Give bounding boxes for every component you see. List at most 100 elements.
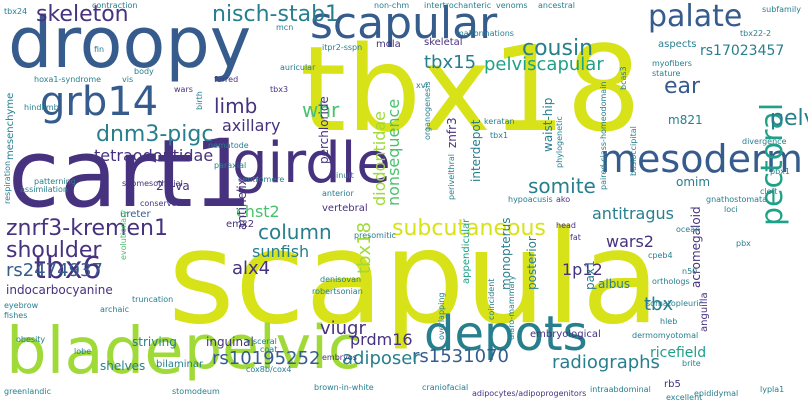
word-tbx1: tbx1	[490, 131, 509, 140]
word-vertebral: vertebral	[322, 203, 368, 214]
word-venoms: venoms	[496, 1, 528, 10]
word-non-chm: non-chm	[374, 1, 410, 10]
word-brown-in-white: brown-in-white	[314, 383, 374, 392]
word-bilaminar: bilaminar	[156, 359, 204, 370]
word-intraabdominal: intraabdominal	[590, 385, 651, 394]
word-body: body	[134, 67, 154, 76]
word-scapula: scapula	[168, 204, 660, 353]
word-truncation: truncation	[132, 295, 174, 304]
word-waist-hip: waist-hip	[541, 97, 555, 152]
word-20-va: 20-va	[156, 179, 190, 193]
word-ocean: ocean	[676, 225, 701, 234]
word-albus: albus	[598, 277, 631, 291]
word-mesoderm: mesoderm	[600, 137, 803, 181]
word-organogenesis: organogenesis	[423, 81, 432, 140]
word-m821: m821	[668, 113, 703, 127]
word-craniofacial: craniofacial	[422, 383, 469, 392]
word-auricular: auricular	[280, 63, 316, 72]
word-lobe: lobe	[74, 347, 92, 356]
word-nisch-stab1: nisch-stab1	[212, 2, 340, 27]
word-ancestral: ancestral	[538, 1, 576, 10]
word-archaic: archaic	[100, 305, 130, 314]
word-subcutaneous: subcutaneous	[392, 216, 546, 241]
word-hypoacusis: hypoacusis	[508, 195, 553, 204]
word-ear: ear	[664, 74, 701, 99]
word-evolutionary: evolutionary	[119, 209, 128, 260]
word-n50: n50	[682, 267, 698, 276]
word-coat: coat	[260, 345, 278, 354]
word-fin: fin	[94, 45, 105, 54]
word-emx2: emx2	[226, 219, 255, 230]
word-malformations: malformations	[456, 29, 514, 38]
word-excellent: excellent	[666, 393, 703, 402]
word-ularo-mammary: ularo-mammary	[507, 275, 516, 340]
word-fat: fat	[570, 233, 581, 242]
word-obesity: obesity	[16, 335, 46, 344]
word-pbx: pbx	[736, 239, 751, 248]
word-pelvis: pelvis	[770, 106, 808, 131]
word-sunfish: sunfish	[252, 242, 310, 261]
word-respiration: respiration	[3, 160, 12, 204]
word-tbx3: tbx3	[270, 85, 289, 94]
word-tbx22-2: tbx22-2	[740, 29, 772, 38]
word-submesothelial: submesothelial	[122, 179, 183, 188]
word-paraxial: paraxial	[214, 161, 247, 170]
word-embryos: embryos	[322, 353, 357, 362]
word-interdepot: interdepot	[469, 119, 483, 182]
word-patterning: patterning	[34, 177, 76, 186]
word-cpeb4: cpeb4	[648, 251, 673, 260]
word-pax1: pax1	[583, 260, 597, 290]
word-mesenchyme: mesenchyme	[5, 92, 16, 160]
word-striving: striving	[132, 335, 177, 349]
word-eyebrow: eyebrow	[4, 301, 39, 310]
word-limb: limb	[214, 94, 258, 118]
word-axillary: axillary	[222, 116, 281, 135]
word-omim: omim	[676, 175, 711, 189]
word-perchloride: perchloride	[317, 96, 331, 164]
word-brite: brite	[682, 359, 701, 368]
word-somite: somite	[528, 174, 596, 198]
word-tetraodontidae: tetraodontidae	[94, 146, 214, 165]
word-cox8b-cox4: cox8b/cox4	[246, 365, 292, 374]
word-prdm16: prdm16	[350, 330, 413, 349]
word-nonsequence: nonsequence	[384, 98, 403, 206]
word-epididymal: epididymal	[694, 389, 739, 398]
word-hindlimb: hindlimb	[24, 103, 59, 112]
word-chst2: chst2	[236, 202, 280, 221]
word-somatopleuric: somatopleuric	[646, 299, 703, 308]
word-dermomyotomal: dermomyotomal	[632, 331, 699, 340]
word-paired-class-homeodomain: paired-class-homeodomain	[599, 81, 608, 190]
word-rs17023457: rs17023457	[700, 43, 785, 59]
word-centromere: centromere	[238, 175, 285, 184]
word-whr: whr	[302, 98, 340, 122]
word-tbx24: tbx24	[4, 7, 28, 16]
word-itpr2-sspn: itpr2-sspn	[322, 43, 363, 52]
word-column: column	[258, 220, 332, 244]
word-shelves: shelves	[100, 359, 146, 373]
word-tbx18-large: tbx18	[300, 20, 642, 158]
word-intertrochanteric: intertrochanteric	[424, 1, 492, 10]
word-phylogenetic: phylogenetic	[555, 116, 564, 168]
word-stature: stature	[652, 69, 681, 78]
word-myofibers: myofibers	[652, 59, 692, 68]
word-visceral: visceral	[246, 337, 277, 346]
word-presomitic: presomitic	[354, 231, 396, 240]
word-gnathostomata: gnathostomata	[706, 195, 768, 204]
word-ricefield: ricefield	[650, 345, 707, 361]
word-tbx6: tbx6	[34, 251, 102, 286]
word-keratan: keratan	[484, 117, 515, 126]
word-divergence: divergence	[742, 137, 787, 146]
word-rs2474937: rs2474937	[6, 260, 103, 281]
word-mola: mola	[376, 39, 401, 50]
word-indocarbocyanine: indocarbocyanine	[6, 283, 113, 297]
word-assimilation: assimilation	[20, 185, 68, 194]
word-hoxa1-syndrome: hoxa1-syndrome	[34, 75, 102, 84]
word-droopy: droopy	[8, 2, 252, 84]
word-basioccipital: basioccipital	[629, 126, 638, 176]
word-posterior: posterior	[525, 236, 539, 290]
word-anterior: anterior	[322, 189, 354, 198]
word-vis: vis	[122, 75, 134, 84]
word-pelviscapular: pelviscapular	[484, 54, 604, 75]
word-rs10195252: rs10195252	[212, 348, 321, 369]
